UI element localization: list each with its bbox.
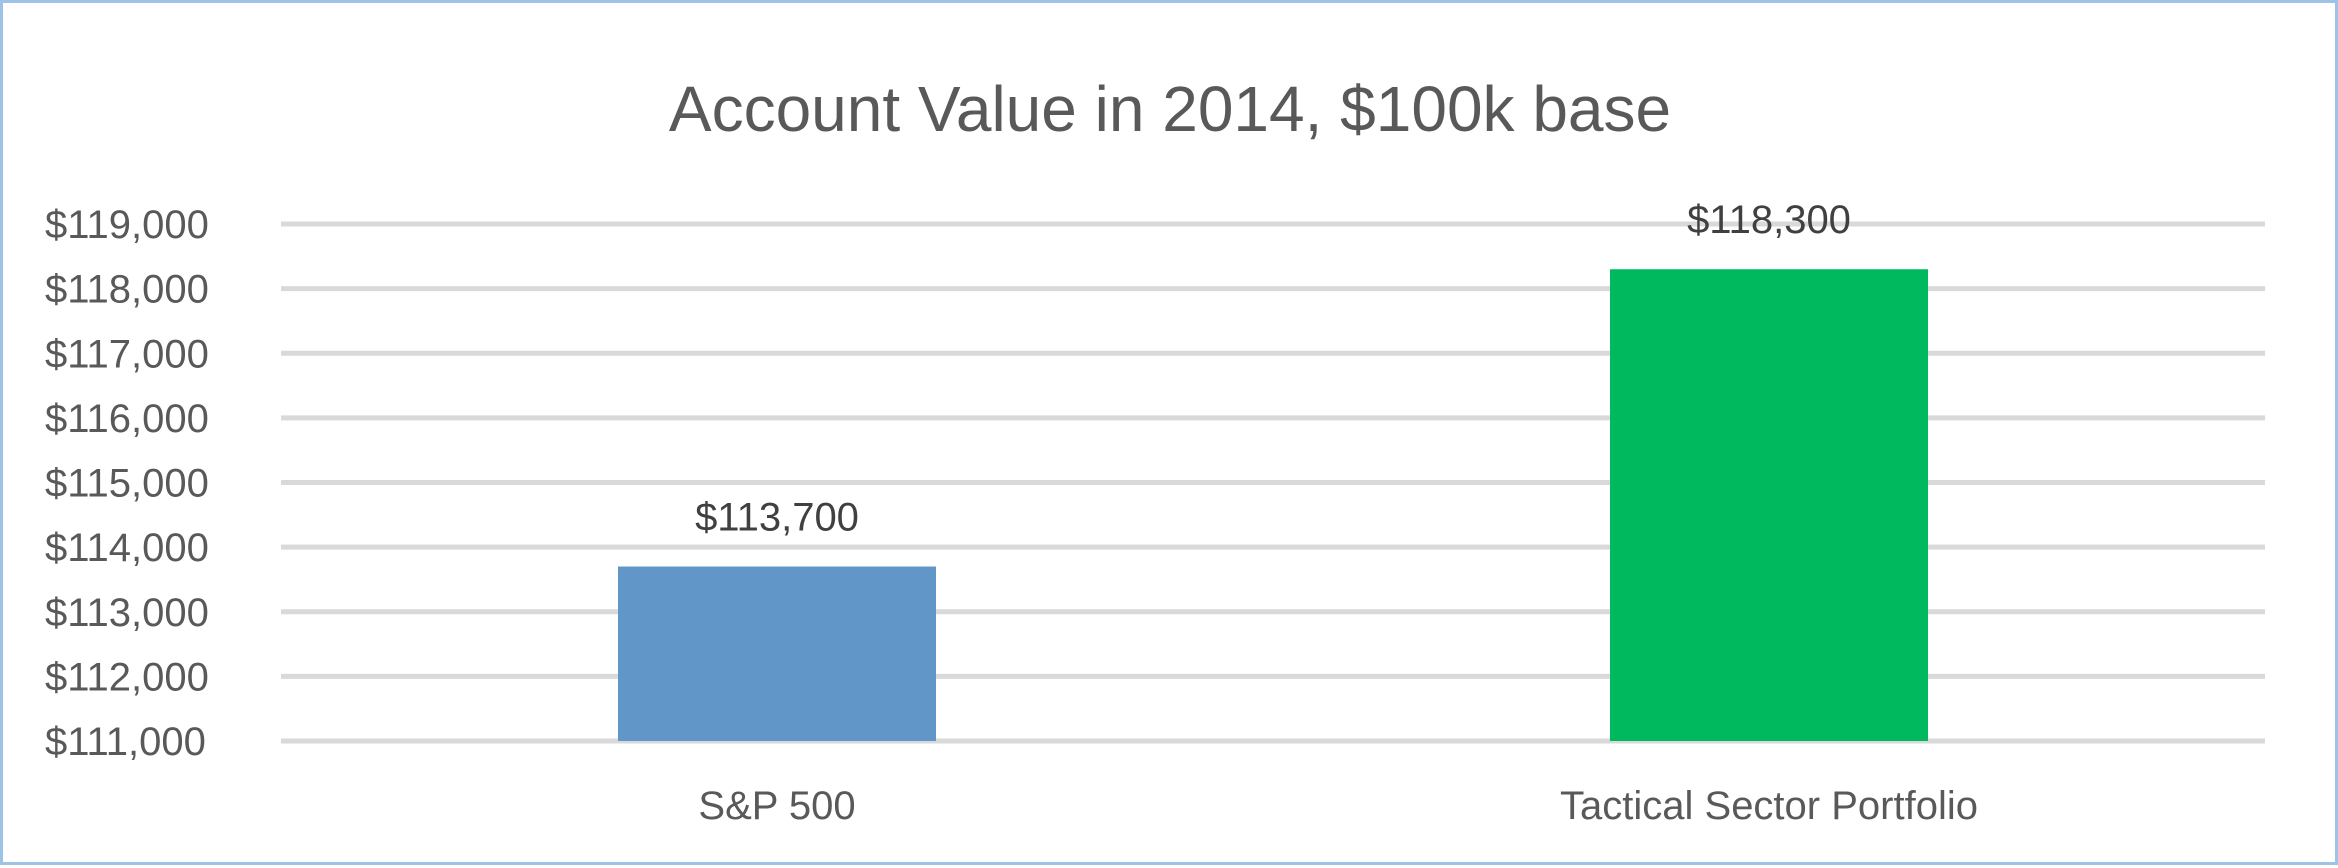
bar [1610, 269, 1928, 741]
bar [618, 566, 936, 741]
category-label: Tactical Sector Portfolio [1560, 784, 1978, 828]
y-tick-label: $114,000 [45, 526, 209, 570]
y-tick-label: $116,000 [45, 397, 209, 441]
x-axis-category-labels: S&P 500 Tactical Sector Portfolio [698, 784, 1978, 828]
y-tick-label: $111,000 [45, 720, 206, 764]
y-tick-label: $117,000 [45, 332, 209, 376]
data-labels: $113,700 $118,300 [695, 198, 1851, 539]
bar-data-label: $118,300 [1687, 198, 1851, 242]
bar-data-label: $113,700 [695, 496, 859, 540]
y-tick-label: $119,000 [45, 203, 209, 247]
y-tick-label: $115,000 [45, 462, 209, 506]
gridlines [281, 221, 2265, 744]
y-tick-label: $112,000 [45, 655, 209, 699]
bars [618, 269, 1928, 741]
y-axis-tick-labels: $111,000 $112,000 $113,000 $114,000 $115,000… [45, 203, 209, 764]
bar-chart: Account Value in 2014, $100k base $111,0… [45, 73, 2265, 828]
category-label: S&P 500 [698, 784, 855, 828]
y-tick-label: $118,000 [45, 268, 209, 312]
chart-title: Account Value in 2014, $100k base [669, 73, 1671, 145]
y-tick-label: $113,000 [45, 591, 209, 635]
